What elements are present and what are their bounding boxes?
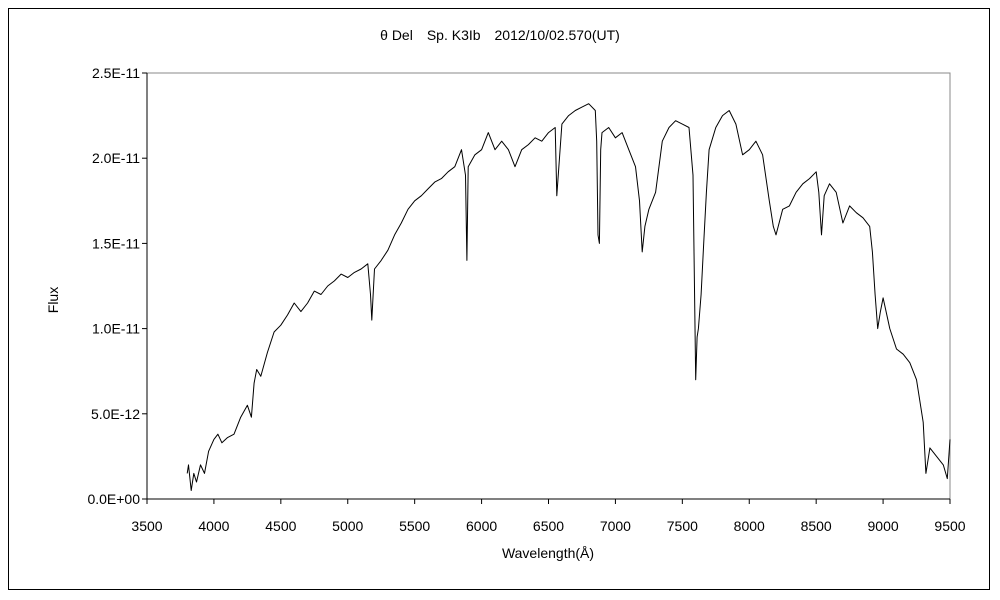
x-ticks: 3500 4000 4500 5000 5500 6000 6500 7000 7500 8000…	[131, 499, 966, 534]
y-ticks: 0.0E+00 5.0E-12 1.0E-11 1.5E-11 2.0E-11 2.5E-…	[87, 65, 147, 507]
x-tick-label: 4000	[198, 518, 229, 534]
plot-area	[146, 72, 951, 500]
y-tick-label: 1.5E-11	[92, 235, 140, 251]
x-tick-label: 5500	[399, 518, 430, 534]
x-tick-label: 7000	[600, 518, 631, 534]
y-axis-title: Flux	[45, 287, 61, 313]
x-tick-label: 6000	[466, 518, 497, 534]
x-tick-label: 8000	[734, 518, 765, 534]
series-layer	[186, 103, 951, 491]
x-axis-title: Wavelength(Å)	[502, 545, 594, 561]
chart-title: θ Del Sp. K3Ib 2012/10/02.570(UT)	[380, 27, 620, 43]
chart-frame	[8, 8, 990, 590]
x-tick-label: 7500	[667, 518, 698, 534]
x-tick-label: 9500	[934, 518, 965, 534]
x-tick-label: 3500	[131, 518, 162, 534]
y-tick-label: 2.5E-11	[92, 65, 140, 81]
y-tick-label: 0.0E+00	[87, 491, 140, 507]
x-tick-label: 9000	[868, 518, 899, 534]
x-tick-label: 5000	[332, 518, 363, 534]
y-tick-label: 5.0E-12	[91, 406, 140, 422]
y-tick-label: 1.0E-11	[92, 321, 140, 337]
x-tick-label: 8500	[801, 518, 832, 534]
x-tick-label: 4500	[265, 518, 296, 534]
x-tick-label: 6500	[533, 518, 564, 534]
series-line	[186, 103, 951, 491]
y-tick-label: 2.0E-11	[92, 150, 140, 166]
